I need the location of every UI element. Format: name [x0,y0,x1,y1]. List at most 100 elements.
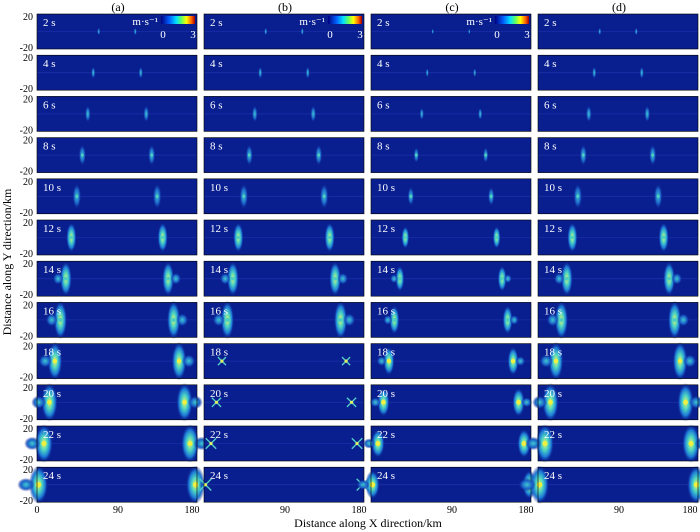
panel-b-6s: 6 s [203,96,365,132]
time-label: 24 s [43,470,61,482]
panel-b-18s: 18 s [203,343,365,379]
y-tick-top: 20 [23,383,33,394]
wave-core [209,441,213,446]
panel-frame [537,466,699,503]
time-label: 8 s [377,141,390,153]
wave-core [41,440,47,447]
wave-lobe-vertical [305,66,310,79]
wave-core [220,359,224,363]
panel-frame [537,302,699,338]
wave-lobe-vertical [143,105,150,123]
wave-lobe-side [212,313,225,327]
x-tick-a-90: 90 [113,505,123,516]
time-label: 24 s [210,470,228,482]
wave-core [683,399,688,405]
y-tick-top: 20 [23,342,33,353]
wave-core [677,358,683,364]
time-label: 22 s [210,429,228,441]
wave-lobe-side [515,356,526,367]
wave-lobe-side [532,395,548,410]
time-label: 20 s [43,388,61,400]
panel-frame [537,178,699,215]
panel-frame [36,54,198,91]
panel-frame [203,13,365,50]
panel-frame [370,54,532,91]
wave-core [225,317,230,322]
panel-frame [203,343,365,379]
panel-frame [537,425,699,462]
panel-frame [36,260,198,297]
panel-b-12s: 12 s [203,219,365,256]
panel-c-20s: 20 s [369,384,533,421]
time-label: 2 s [377,17,390,29]
panel-frame [36,302,198,338]
y-tick-bottom: -20 [20,331,33,342]
wave-core [344,359,348,363]
colorbar-min: 0 [160,29,166,41]
column-title-b: (b) [278,0,292,14]
wave-lobe-side [52,272,64,285]
panel-c-8s: 8 s [370,137,532,173]
panel-c-12s: 12 s [370,219,532,256]
panel-c-4s: 4 s [370,54,532,91]
panel-b-14s: 14 s [203,260,365,297]
colorbar-max: 3 [524,29,530,41]
wave-core [327,235,332,240]
wave-core [414,153,418,157]
panel-frame [370,302,532,338]
panel-b-8s: 8 s [203,137,365,173]
wave-core [661,235,666,240]
panel-c-6s: 6 s [370,96,532,132]
panel-frame [36,178,198,215]
panel-b-10s: 10 s [203,178,365,215]
wave-core [35,481,42,488]
panel-frame [537,260,699,297]
wave-lobe-vertical [251,105,258,123]
y-tick-bottom: -20 [20,496,33,507]
wave-core [242,194,246,198]
wave-lobe-vertical [138,66,143,79]
x-tick-d-90: 90 [614,505,624,516]
wave-core [386,358,392,364]
wave-lobe-side [509,314,519,325]
wave-lobe-side [503,274,512,284]
wave-lobe-side [525,436,542,451]
panel-a-6s: 6 s [36,96,198,132]
wave-lobe-vertical [585,105,592,123]
wave-lobe-vertical [310,105,317,123]
wave-lobe-vertical [639,66,644,79]
wave-core [392,317,397,322]
time-label: 10 s [377,182,395,194]
colorbar-max: 3 [190,29,196,41]
y-tick-top: 20 [23,465,33,476]
wave-lobe-vertical [300,27,304,36]
wave-core [548,399,553,405]
panel-d-6s: 6 s [537,96,699,132]
panel-frame [36,343,198,379]
time-label: 2 s [210,17,223,29]
wave-lobe-vertical [133,27,137,36]
panel-frame [370,13,532,50]
wave-core [576,194,580,198]
panel-a-20s: 20 s [31,383,203,422]
time-label: 20 s [544,388,562,400]
wave-lobe-vertical [258,66,263,79]
y-tick-bottom: -20 [20,84,33,95]
panel-frame [36,466,198,503]
wave-lobe-side [343,313,356,327]
wave-core [651,153,655,157]
y-tick-top: 20 [23,12,33,23]
time-label: 14 s [377,264,395,276]
wave-core [516,399,521,405]
wave-core [369,481,376,488]
panel-d-18s: 18 s [537,341,699,381]
wave-core [214,400,219,404]
panel-frame [203,384,365,421]
wave-core [403,235,408,240]
panel-frame [203,137,365,173]
panel-c-22s: 22 s [363,425,539,462]
wave-lobe-vertical [425,68,429,78]
wave-core [510,358,516,364]
y-tick-top: 20 [23,177,33,188]
panel-d-24s: 24 s [518,465,700,504]
